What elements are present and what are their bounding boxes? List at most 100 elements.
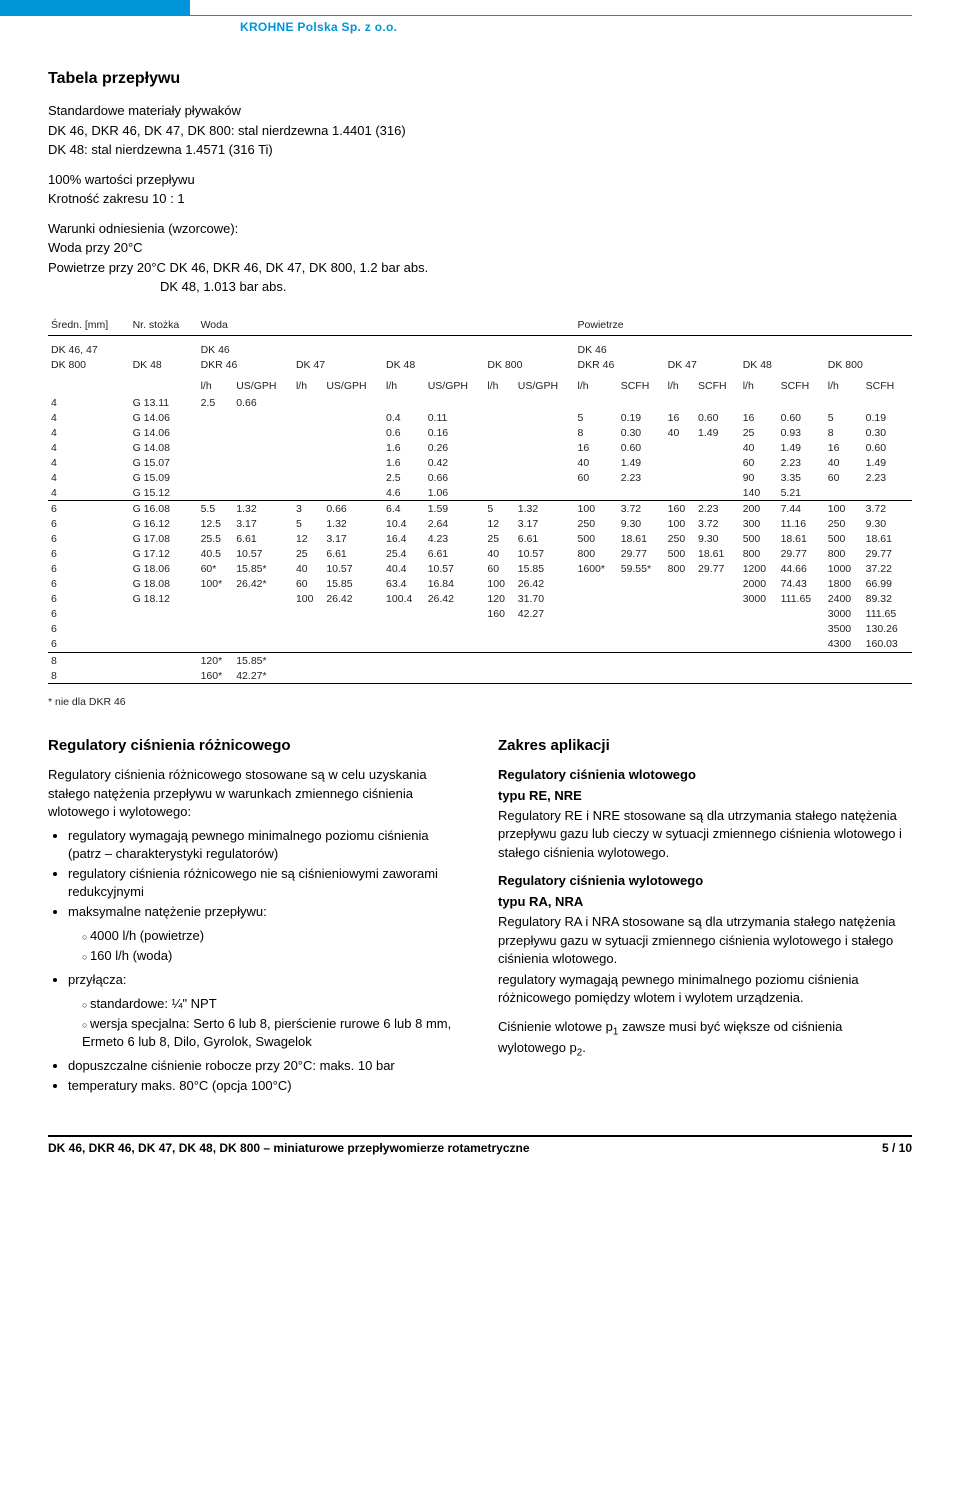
table-cell: 0.66	[323, 502, 383, 517]
table-cell: 3.72	[863, 502, 912, 517]
table-cell: 12	[484, 517, 514, 532]
table-header-groups2: DK 800 DK 48 DKR 46 DK 47 DK 48 DK 800 D…	[48, 358, 912, 373]
table-cell	[575, 485, 618, 501]
table-cell: 63.4	[383, 577, 425, 592]
table-cell	[695, 485, 740, 501]
table-cell: 40	[484, 547, 514, 562]
table-cell	[233, 440, 293, 455]
table-cell	[740, 637, 778, 653]
table-row: 8120*15.85*	[48, 653, 912, 668]
table-cell: G 16.12	[130, 517, 198, 532]
table-cell: 0.4	[383, 410, 425, 425]
table-cell: 7.44	[778, 502, 825, 517]
table-cell: 500	[665, 547, 695, 562]
table-cell	[825, 395, 863, 410]
table-cell: 60	[575, 470, 618, 485]
table-cell: 6	[48, 637, 130, 653]
table-cell: 0.66	[425, 470, 485, 485]
table-cell: 0.26	[425, 440, 485, 455]
hdr-cell: DK 800	[825, 358, 912, 373]
table-row: 4G 14.081.60.26160.60401.49160.60	[48, 440, 912, 455]
table-cell: 250	[825, 517, 863, 532]
table-cell: 25.4	[383, 547, 425, 562]
intro-line: Krotność zakresu 10 : 1	[48, 190, 912, 208]
table-cell: 0.11	[425, 410, 485, 425]
table-row: 8160*42.27*	[48, 668, 912, 684]
page-footer: DK 46, DKR 46, DK 47, DK 48, DK 800 – mi…	[48, 1135, 912, 1155]
table-cell	[425, 395, 485, 410]
table-cell	[383, 622, 425, 637]
two-column-section: Regulatory ciśnienia różnicowego Regulat…	[48, 737, 912, 1101]
table-cell: 16	[825, 440, 863, 455]
table-cell	[484, 653, 514, 668]
table-cell	[323, 668, 383, 684]
table-cell	[695, 455, 740, 470]
table-cell	[323, 607, 383, 622]
table-cell	[425, 607, 485, 622]
table-cell	[198, 622, 234, 637]
table-cell: 59.55*	[618, 562, 665, 577]
table-cell: 0.60	[695, 410, 740, 425]
table-cell	[515, 485, 575, 501]
table-cell	[778, 607, 825, 622]
table-cell: 1.32	[233, 502, 293, 517]
table-cell	[130, 668, 198, 684]
table-cell: 40	[825, 455, 863, 470]
table-cell	[198, 637, 234, 653]
unit-cell: l/h	[293, 379, 323, 396]
table-cell	[323, 395, 383, 410]
subheading: typu RE, NRE	[498, 787, 912, 805]
table-cell	[575, 592, 618, 607]
table-cell: G 17.08	[130, 532, 198, 547]
table-cell: 250	[575, 517, 618, 532]
table-cell: 26.42*	[233, 577, 293, 592]
table-cell	[665, 653, 695, 668]
table-cell: 60	[825, 470, 863, 485]
table-cell: 800	[575, 547, 618, 562]
table-cell: 10.4	[383, 517, 425, 532]
table-cell: 0.30	[863, 425, 912, 440]
table-cell	[425, 637, 485, 653]
table-row: 4G 14.060.60.1680.30401.49250.9380.30	[48, 425, 912, 440]
intro-line: Standardowe materiały pływaków	[48, 102, 912, 120]
unit-cell: US/GPH	[233, 379, 293, 396]
table-cell	[293, 440, 323, 455]
table-cell: 29.77	[863, 547, 912, 562]
unit-cell: SCFH	[863, 379, 912, 396]
table-cell: 89.32	[863, 592, 912, 607]
table-cell: 25	[293, 547, 323, 562]
table-cell	[695, 592, 740, 607]
table-cell: 60	[484, 562, 514, 577]
table-cell: 5	[293, 517, 323, 532]
table-cell	[198, 485, 234, 501]
table-cell: 0.16	[425, 425, 485, 440]
table-cell: 6	[48, 517, 130, 532]
table-cell	[825, 653, 863, 668]
left-intro: Regulatory ciśnienia różnicowego stosowa…	[48, 766, 462, 821]
table-cell: 8	[48, 668, 130, 684]
table-cell: 4	[48, 455, 130, 470]
table-cell: G 13.11	[130, 395, 198, 410]
hdr-cell: Średn. [mm]	[48, 318, 130, 336]
table-cell: 6.4	[383, 502, 425, 517]
table-cell: 31.70	[515, 592, 575, 607]
table-cell: 1.6	[383, 440, 425, 455]
list-subitem: wersja specjalna: Serto 6 lub 8, pierści…	[82, 1015, 462, 1051]
table-cell: 120*	[198, 653, 234, 668]
table-cell	[293, 668, 323, 684]
unit-cell: l/h	[825, 379, 863, 396]
table-cell	[740, 622, 778, 637]
table-cell: G 14.06	[130, 425, 198, 440]
paragraph: regulatory wymagają pewnego minimalnego …	[498, 971, 912, 1008]
table-cell: 26.42	[323, 592, 383, 607]
list-item: przyłącza: standardowe: ¼" NPT wersja sp…	[68, 971, 462, 1051]
subheading: typu RA, NRA	[498, 893, 912, 911]
table-cell: 3000	[825, 607, 863, 622]
table-cell: 29.77	[618, 547, 665, 562]
table-cell: 2000	[740, 577, 778, 592]
table-cell	[575, 653, 618, 668]
table-cell: 2.23	[863, 470, 912, 485]
list-item: maksymalne natężenie przepływu: 4000 l/h…	[68, 903, 462, 965]
paragraph: Regulatory RE i NRE stosowane są dla utr…	[498, 807, 912, 862]
table-cell	[484, 455, 514, 470]
